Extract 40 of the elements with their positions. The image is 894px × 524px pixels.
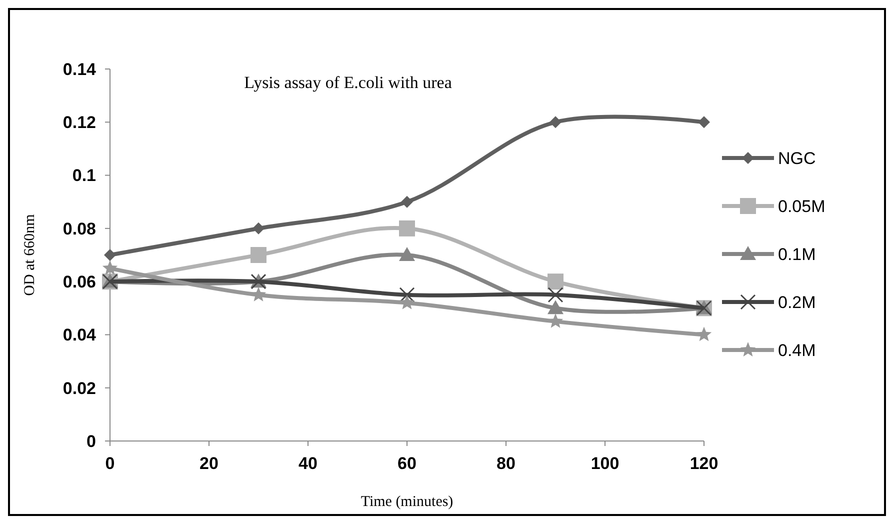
x-tick-label: 120 — [690, 454, 718, 473]
point — [102, 260, 118, 275]
y-tick-label: 0.1 — [72, 166, 96, 186]
point — [548, 313, 564, 328]
y-tick-label: 0.02 — [62, 378, 96, 398]
x-tick-label: 40 — [298, 454, 318, 473]
point — [399, 287, 415, 303]
point — [399, 294, 415, 310]
y-tick-label: 0.08 — [62, 219, 96, 238]
x-tick-label: 100 — [590, 454, 620, 473]
point — [696, 326, 712, 342]
legend-label: NGC — [778, 148, 816, 168]
x-tick-label: 80 — [496, 454, 516, 473]
point — [548, 300, 564, 314]
legend-label: 0.2M — [778, 292, 816, 312]
x-tick-label: 60 — [398, 454, 416, 473]
point — [250, 286, 266, 302]
point — [399, 220, 415, 236]
point — [548, 287, 564, 303]
y-tick-label: 0.12 — [62, 113, 96, 132]
point — [550, 116, 562, 128]
legend-label: 0.05M — [778, 196, 826, 216]
point — [698, 116, 710, 128]
point — [548, 274, 564, 290]
chart-title: Lysis assay of E.coli with urea — [244, 73, 452, 92]
x-axis-title: Time (minutes) — [360, 494, 454, 510]
y-axis-title: OD at 660nm — [22, 214, 38, 296]
legend-label: 0.1M — [778, 244, 816, 264]
x-tick-label: 20 — [200, 454, 218, 473]
y-tick-label: 0.04 — [62, 326, 97, 345]
y-tick-label: 0.06 — [62, 272, 96, 292]
y-tick-label: 0 — [86, 432, 96, 451]
y-tick-label: 0.14 — [62, 60, 97, 79]
point — [399, 247, 415, 261]
point — [252, 222, 264, 234]
point — [250, 247, 266, 263]
legend-label: 0.4M — [778, 340, 816, 360]
point — [401, 196, 413, 208]
x-tick-label: 0 — [105, 454, 115, 473]
point — [104, 249, 116, 261]
